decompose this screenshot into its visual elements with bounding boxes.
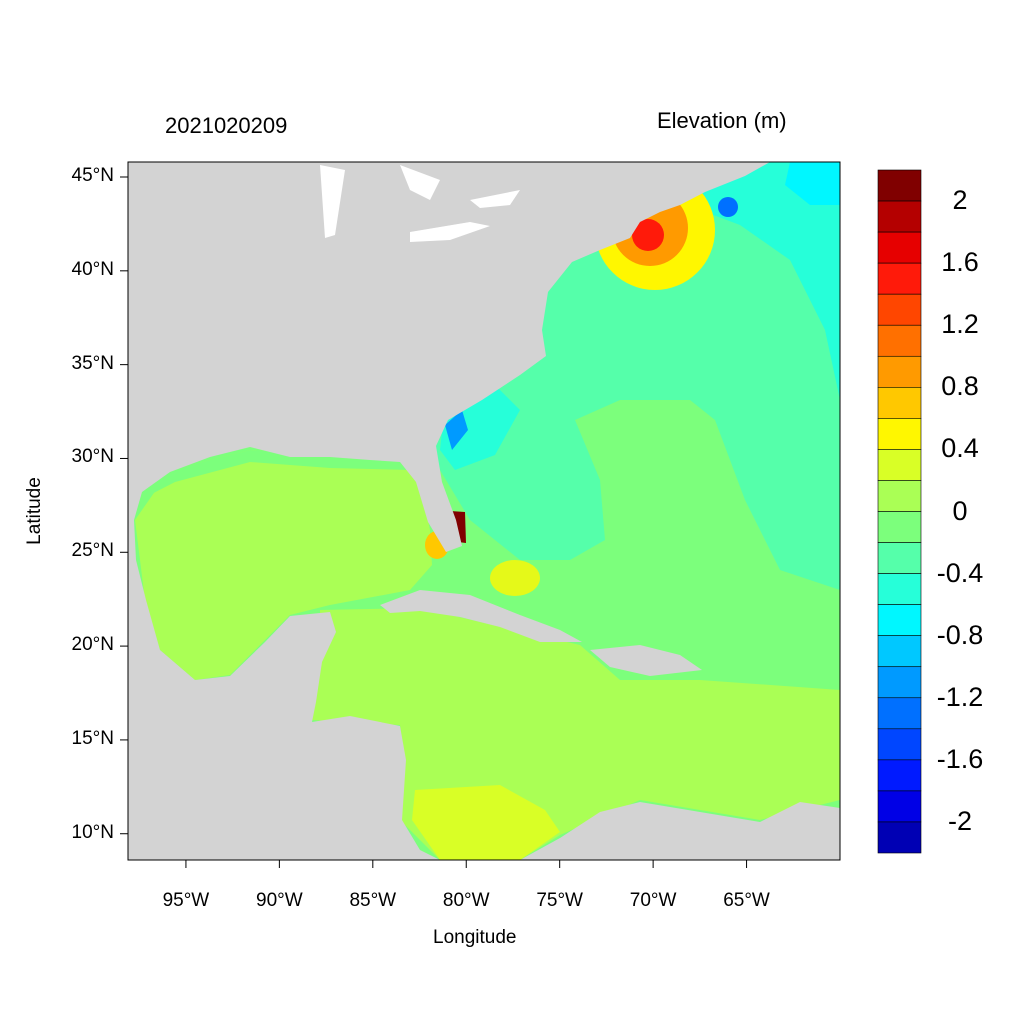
colorbar-bin xyxy=(877,293,922,326)
gulf-coast-band xyxy=(140,450,410,500)
north-america-land xyxy=(128,162,770,860)
colorbar-bin xyxy=(877,418,922,450)
plot-frame xyxy=(127,161,841,861)
ne-field xyxy=(690,162,840,400)
map-field xyxy=(128,162,840,860)
y-tick-label: 20°N xyxy=(71,634,114,656)
south-america-land xyxy=(520,802,840,860)
colorbar-bin xyxy=(877,635,922,668)
colorbar-bin xyxy=(877,324,922,357)
y-tick-label: 15°N xyxy=(71,727,114,749)
colorbar-bin xyxy=(877,449,922,481)
colorbar-bin xyxy=(877,666,922,699)
colorbar-label: 0 xyxy=(952,495,968,526)
y-tick-label: 40°N xyxy=(71,258,114,280)
x-tick-label: 65°W xyxy=(723,890,770,911)
x-tick-label: 95°W xyxy=(162,890,210,911)
colorbar-bin xyxy=(877,821,922,854)
great-lakes-water xyxy=(320,165,520,242)
colorbar-label: -1.6 xyxy=(936,743,984,774)
colorbar-bin xyxy=(877,480,922,512)
colorbar-label: -1.2 xyxy=(936,681,984,712)
cuba-land xyxy=(380,590,582,642)
colorbar-bin xyxy=(877,355,922,388)
colorbar-bin xyxy=(877,728,922,761)
x-tick-label: 75°W xyxy=(536,890,583,911)
colorbar-label: -2 xyxy=(947,805,972,836)
bahamas-yellow xyxy=(490,560,540,596)
x-axis-title: Longitude xyxy=(433,927,517,948)
colorbar-bin xyxy=(877,790,922,823)
colorbar-bin xyxy=(877,262,922,295)
colorbar-label: 0.4 xyxy=(941,433,979,464)
y-tick-label: 45°N xyxy=(71,165,114,186)
colorbar-bin xyxy=(877,387,922,419)
colorbar-label: 1.6 xyxy=(941,247,979,278)
gulf-field xyxy=(135,450,432,680)
colorbar-bin xyxy=(877,759,922,792)
colorbar-bin xyxy=(877,604,922,636)
x-tick-label: 80°W xyxy=(442,890,490,911)
colorbar-bin xyxy=(877,542,922,574)
y-tick-label: 10°N xyxy=(71,821,114,843)
colorbar-bin xyxy=(877,200,922,233)
variable-title: Elevation (m) xyxy=(657,108,787,133)
colorbar-bin xyxy=(877,573,922,605)
colorbar-label: 2 xyxy=(952,185,968,216)
y-tick-label: 30°N xyxy=(71,446,114,468)
colorbar-label: -0.4 xyxy=(936,557,984,588)
x-tick-label: 90°W xyxy=(256,890,303,911)
y-tick-label: 25°N xyxy=(71,540,114,562)
x-tick-label: 85°W xyxy=(349,890,397,911)
colorbar-bin xyxy=(877,697,922,730)
colorbar-bin xyxy=(877,511,922,543)
hispaniola-land xyxy=(590,645,702,676)
florida-blue-spot xyxy=(445,410,468,450)
colorbar-label: -0.8 xyxy=(936,619,984,650)
colorbar-label: 1.2 xyxy=(941,309,979,340)
axis-ticks xyxy=(120,176,748,868)
colorbar-bin xyxy=(877,231,922,264)
south-caribbean-field xyxy=(412,785,560,860)
colorbar xyxy=(877,169,922,854)
corner-field xyxy=(785,162,840,205)
capecod-red xyxy=(632,219,664,251)
timestamp-title: 2021020209 xyxy=(165,113,288,138)
maine-blue-spot xyxy=(718,197,738,217)
y-tick-label: 35°N xyxy=(71,352,114,374)
colorbar-label: 0.8 xyxy=(941,371,979,402)
x-tick-label: 70°W xyxy=(629,890,677,911)
colorbar-bin xyxy=(877,169,922,202)
